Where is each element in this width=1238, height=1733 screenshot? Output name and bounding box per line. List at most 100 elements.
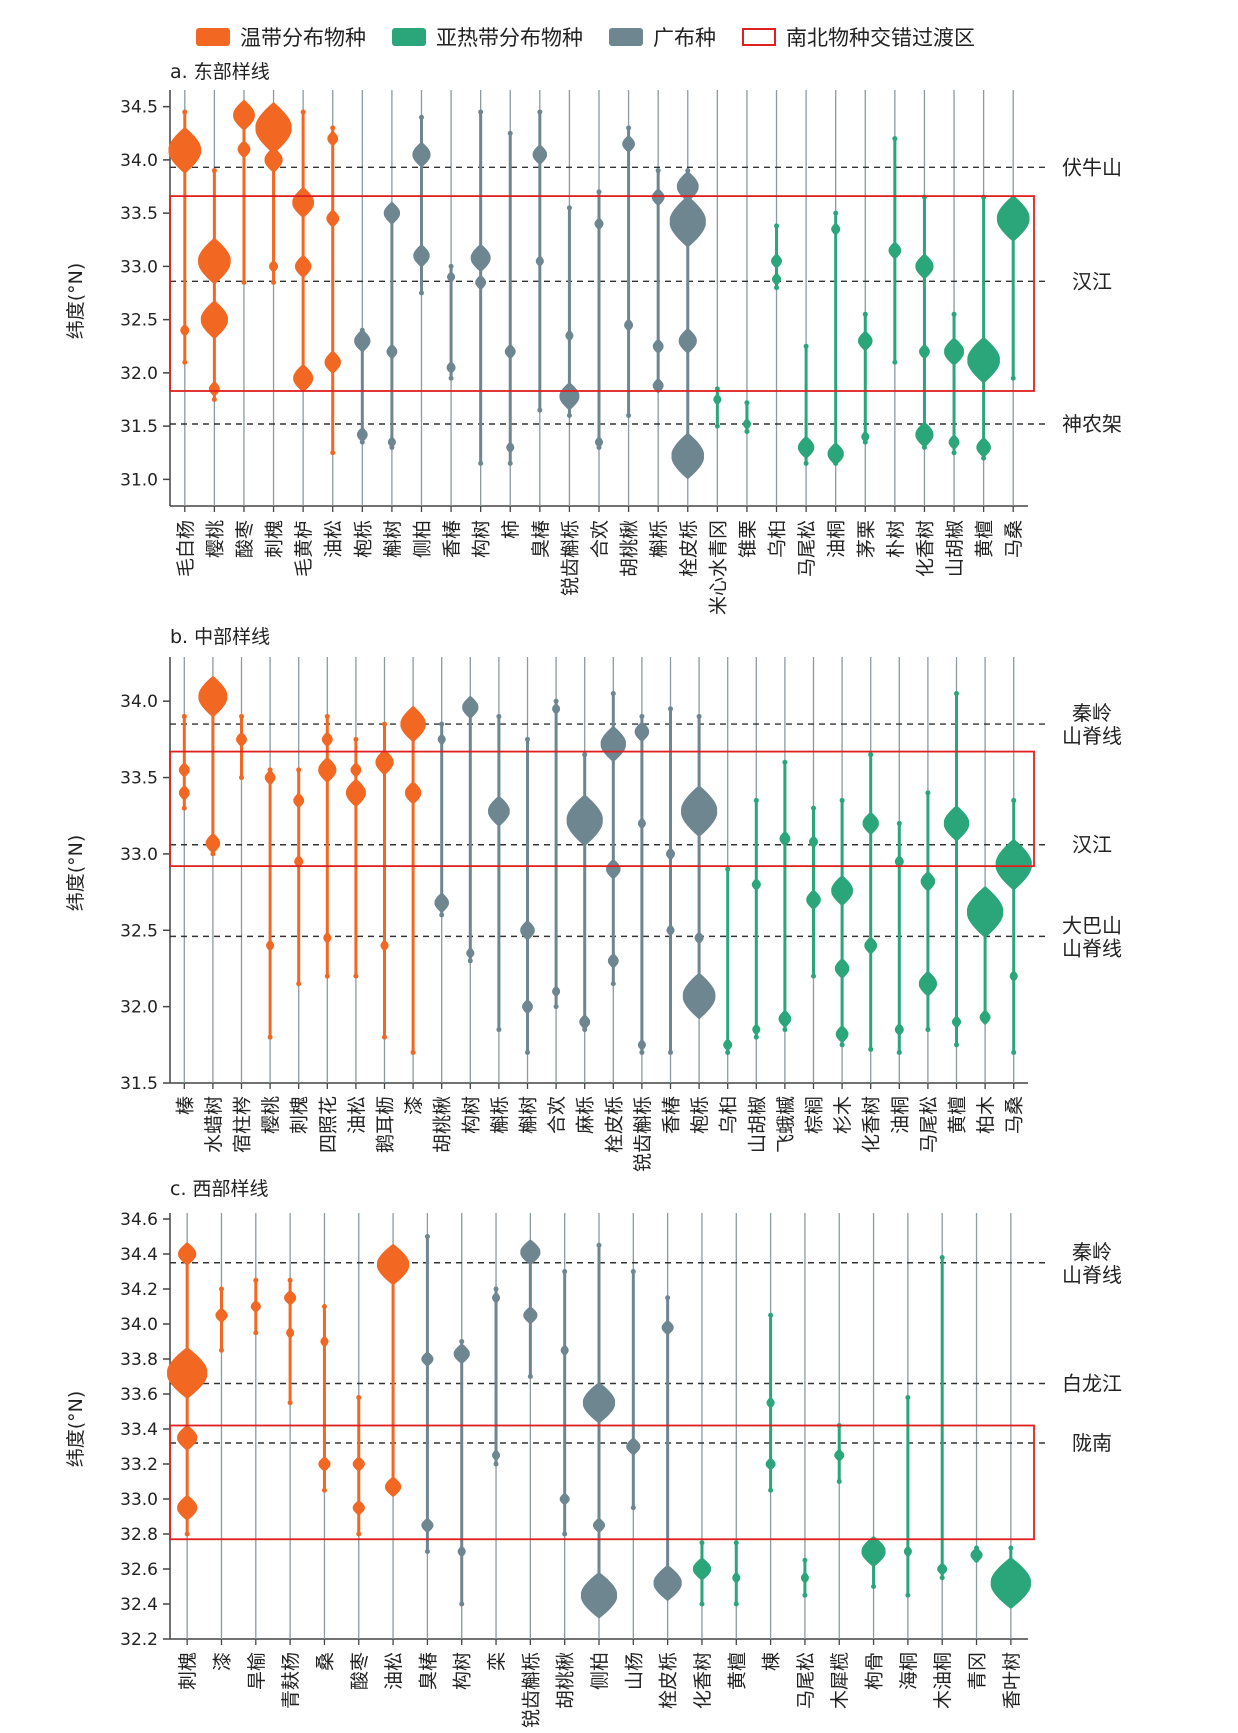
violin-end-dot [211, 397, 217, 403]
violin-density [462, 695, 479, 719]
transition-zone-box [169, 195, 1035, 392]
violin-density [236, 731, 247, 748]
species-label: 飞蛾槭 [775, 1096, 797, 1153]
violin-end-dot [892, 359, 898, 365]
violin-density [665, 847, 676, 861]
violin-end-dot [868, 1046, 874, 1052]
species-label: 青冈 [967, 1652, 989, 1690]
violin-density [888, 241, 902, 260]
violin-end-dot [321, 1487, 327, 1493]
y-tick-label: 32.0 [120, 998, 158, 1018]
violin-end-dot [566, 205, 572, 211]
species-label: 臭椿 [417, 1652, 439, 1690]
violin-density [626, 1437, 641, 1456]
species-label: 棟 [761, 1652, 783, 1671]
violin-density [1009, 970, 1018, 983]
violin-飞蛾槭 [778, 759, 792, 1033]
reference-line-label: 神农架 [1062, 412, 1122, 436]
violin-density [806, 889, 821, 911]
violin-density [293, 363, 314, 393]
violin-end-dot [905, 1395, 911, 1400]
violin-槲树 [520, 736, 535, 1055]
violin-density [215, 1307, 228, 1324]
violin-density [652, 377, 664, 394]
violin-density [692, 1557, 712, 1581]
violin-桑 [318, 1304, 331, 1493]
species-label: 香椿 [661, 1096, 683, 1134]
violin-end-dot [253, 1330, 259, 1336]
violin-油松 [345, 736, 366, 979]
violin-end-dot [610, 691, 616, 697]
violin-density [205, 832, 221, 854]
violin-density [404, 781, 422, 805]
violin-青冈 [970, 1545, 983, 1563]
violin-end-dot [892, 136, 898, 142]
violin-density [579, 1014, 591, 1030]
violin-刺槐 [166, 1242, 208, 1537]
species-label: 化香树 [914, 520, 936, 577]
violin-density [380, 939, 389, 952]
reference-line-label: 汉江 [1072, 269, 1112, 293]
violin-density [966, 885, 1004, 938]
violin-枹栎 [354, 327, 371, 445]
violin-density [858, 330, 873, 352]
violin-end-dot [287, 1400, 293, 1406]
violin-槲栎 [651, 168, 665, 394]
violin-end-dot [925, 1027, 931, 1033]
species-label: 海桐 [898, 1652, 920, 1690]
violin-end-dot [802, 1557, 808, 1563]
violin-end-dot [768, 1312, 774, 1318]
violin-end-dot [382, 1034, 387, 1040]
violin-density [592, 1517, 606, 1534]
violin-density [266, 939, 275, 952]
species-label: 乌桕 [767, 520, 789, 558]
reference-line-label: 大巴山 [1062, 913, 1122, 937]
y-tick-label: 34.5 [120, 98, 158, 118]
violin-density [827, 442, 844, 466]
violin-end-dot [439, 721, 445, 727]
violin-end-dot [271, 279, 277, 285]
violin-end-dot [803, 343, 809, 349]
species-label: 马桑 [1003, 520, 1025, 558]
violin-杉木 [831, 797, 853, 1048]
species-label: 侧柏 [589, 1652, 611, 1690]
species-label: 槲树 [518, 1096, 540, 1134]
violin-end-dot [954, 1042, 959, 1048]
violin-茅栗 [858, 311, 873, 445]
violin-山胡椒 [751, 797, 761, 1040]
species-label: 构树 [460, 1096, 482, 1134]
species-label: 黄檀 [974, 520, 996, 558]
violin-density [951, 1015, 962, 1029]
violin-水蜡树 [198, 675, 228, 857]
violin-density [320, 1335, 329, 1348]
violin-槲树 [383, 201, 401, 450]
violin-density [915, 421, 934, 448]
violin-density [797, 435, 815, 460]
violin-香叶树 [990, 1545, 1032, 1609]
legend-swatch-transition [742, 28, 776, 46]
violin-end-dot [562, 1531, 568, 1537]
violin-end-dot [525, 736, 530, 742]
violin-end-dot [218, 1286, 224, 1292]
violin-end-dot [566, 412, 572, 418]
violin-酸枣 [352, 1395, 365, 1537]
violin-density [937, 1562, 948, 1576]
violin-density [387, 436, 396, 449]
species-label: 枹栎 [352, 520, 374, 558]
violin-density [385, 1476, 402, 1498]
violin-end-dot [905, 1592, 911, 1598]
violin-end-dot [871, 1584, 877, 1589]
violin-end-dot [951, 311, 957, 317]
species-label: 胡桃楸 [555, 1652, 577, 1709]
violin-density [552, 702, 561, 715]
violin-end-dot [696, 713, 702, 719]
violin-end-dot [410, 1049, 416, 1055]
legend-item-temperate: 温带分布物种 [196, 22, 366, 52]
violin-漆 [400, 705, 426, 1055]
violin-构树 [453, 1339, 470, 1607]
violin-density [594, 217, 604, 231]
species-label: 化香树 [861, 1096, 883, 1153]
reference-line-label: 山脊线 [1062, 724, 1122, 748]
violin-density [535, 255, 544, 268]
violin-density [208, 381, 220, 397]
